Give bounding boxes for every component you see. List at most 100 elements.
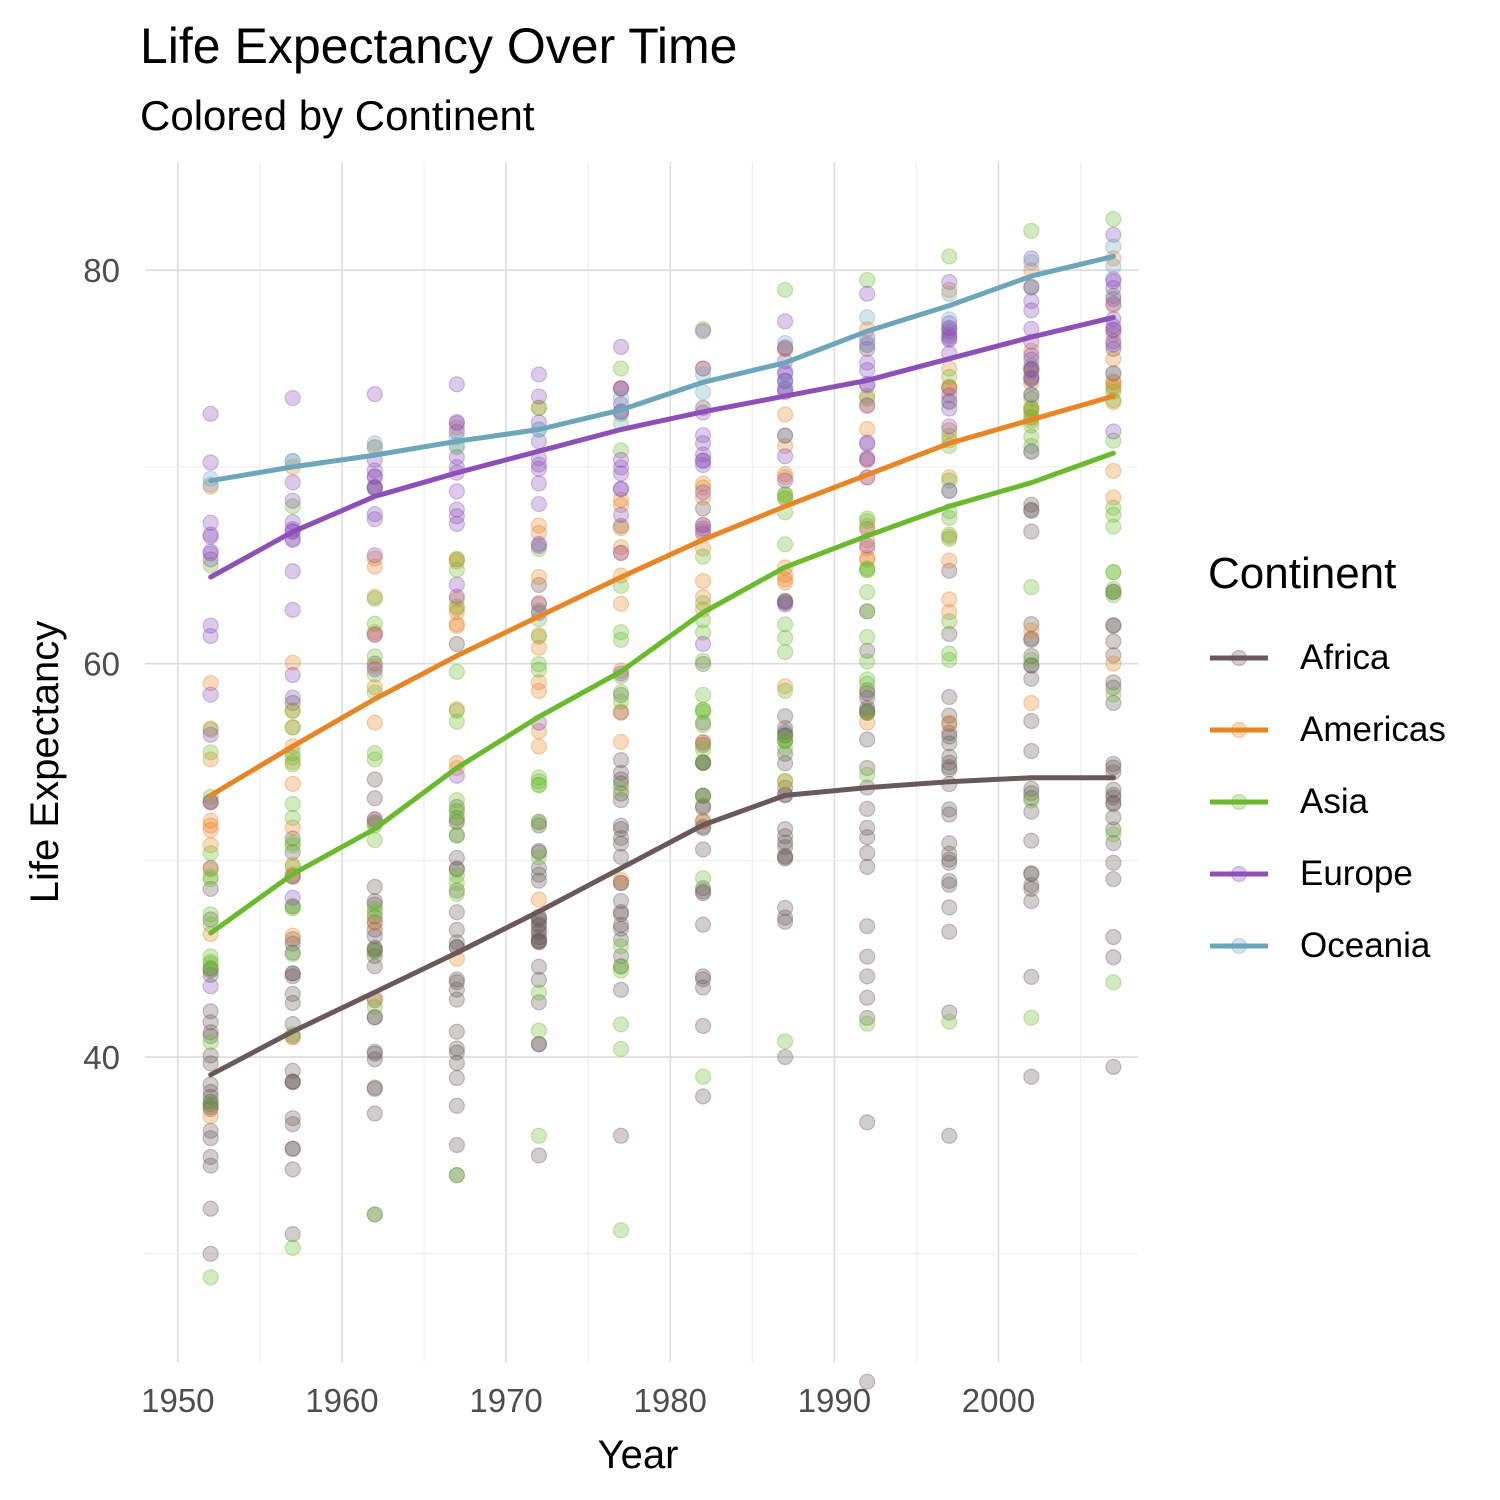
data-point-europe (612, 338, 630, 356)
data-point-africa (530, 817, 548, 834)
data-point-europe (777, 427, 794, 444)
data-point-americas (530, 568, 548, 586)
data-point-americas (448, 617, 465, 635)
data-point-europe (448, 448, 465, 466)
data-point-africa (941, 845, 958, 862)
data-point-europe (694, 360, 712, 377)
data-point-europe (941, 320, 958, 337)
data-point-africa (202, 1024, 219, 1041)
data-point-africa (1105, 795, 1122, 813)
data-point-asia (777, 731, 794, 748)
data-point-europe (694, 452, 712, 470)
data-point-americas (530, 738, 548, 755)
data-point-europe (448, 415, 465, 432)
data-point-africa (777, 727, 794, 744)
data-point-americas (530, 399, 548, 417)
data-point-asia (859, 675, 876, 692)
data-point-europe (859, 397, 876, 414)
data-point-africa (859, 642, 876, 659)
data-point-asia (1023, 437, 1040, 455)
data-point-asia (694, 870, 712, 887)
data-point-africa (612, 829, 630, 847)
data-point-americas (1023, 400, 1040, 417)
data-point-africa (941, 380, 958, 397)
data-point-asia (1023, 428, 1040, 445)
data-point-asia (859, 271, 876, 289)
data-point-africa (612, 817, 630, 834)
data-point-asia (941, 613, 958, 630)
data-point-oceania (1105, 238, 1122, 255)
data-point-africa (777, 909, 794, 926)
data-point-africa (284, 844, 301, 861)
data-point-asia (777, 616, 794, 633)
data-point-europe (366, 468, 383, 485)
data-point-europe (366, 386, 383, 403)
data-point-africa (777, 724, 794, 741)
chart-subtitle: Colored by Continent (140, 92, 535, 139)
data-point-africa (859, 702, 876, 719)
data-point-europe (859, 435, 876, 453)
data-point-africa (777, 708, 794, 725)
data-point-africa (694, 885, 712, 902)
data-point-oceania (612, 389, 630, 407)
data-point-asia (448, 813, 465, 830)
data-point-europe (530, 495, 548, 513)
data-point-africa (366, 1206, 383, 1223)
data-point-africa (612, 835, 630, 852)
data-point-americas (284, 754, 301, 771)
data-point-asia (448, 713, 465, 730)
data-point-asia (941, 483, 958, 500)
data-point-africa (202, 1076, 219, 1093)
data-point-africa (859, 1373, 876, 1390)
data-point-asia (284, 1239, 301, 1257)
data-point-europe (694, 427, 712, 444)
data-point-europe (1023, 278, 1040, 295)
data-point-asia (694, 703, 712, 721)
data-point-americas (530, 525, 548, 542)
data-point-europe (941, 273, 958, 291)
data-point-americas (1105, 373, 1122, 390)
data-point-africa (1105, 786, 1122, 804)
data-point-europe (284, 889, 301, 906)
data-point-africa (284, 1074, 301, 1091)
data-point-africa (859, 800, 876, 817)
data-point-africa (202, 1096, 219, 1113)
data-point-africa (202, 966, 219, 984)
data-point-africa (777, 1048, 794, 1066)
data-point-africa (612, 1127, 630, 1144)
data-point-africa (777, 727, 794, 744)
data-point-americas (366, 550, 383, 567)
data-point-europe (202, 617, 219, 634)
data-point-asia (777, 740, 794, 757)
data-point-africa (1105, 584, 1122, 601)
data-point-africa (694, 880, 712, 897)
data-point-africa (530, 958, 548, 975)
data-point-africa (448, 974, 465, 991)
data-point-africa (941, 876, 958, 893)
data-point-europe (1105, 226, 1122, 243)
data-point-asia (859, 603, 876, 620)
data-point-africa (530, 842, 548, 860)
x-tick-label: 1960 (305, 1382, 378, 1419)
data-point-africa (530, 866, 548, 883)
data-point-europe (448, 515, 465, 533)
data-point-africa (202, 1014, 219, 1031)
data-point-asia (530, 1022, 548, 1039)
data-point-americas (694, 588, 712, 606)
data-point-americas (1023, 279, 1040, 296)
data-point-africa (1105, 781, 1122, 798)
legend: Continent Africa Americas Asia Europe Oceani… (1208, 544, 1446, 982)
data-point-asia (1023, 1009, 1040, 1026)
data-point-africa (202, 1098, 219, 1116)
data-point-africa (202, 911, 219, 928)
trend-line-americas (208, 393, 1116, 798)
data-point-asia (448, 803, 465, 820)
data-point-africa (530, 924, 548, 941)
data-point-europe (941, 328, 958, 345)
data-point-africa (1023, 647, 1040, 665)
data-point-asia (612, 1040, 630, 1058)
data-point-americas (859, 397, 876, 415)
data-point-asia (202, 721, 219, 738)
data-point-asia (1105, 826, 1122, 843)
